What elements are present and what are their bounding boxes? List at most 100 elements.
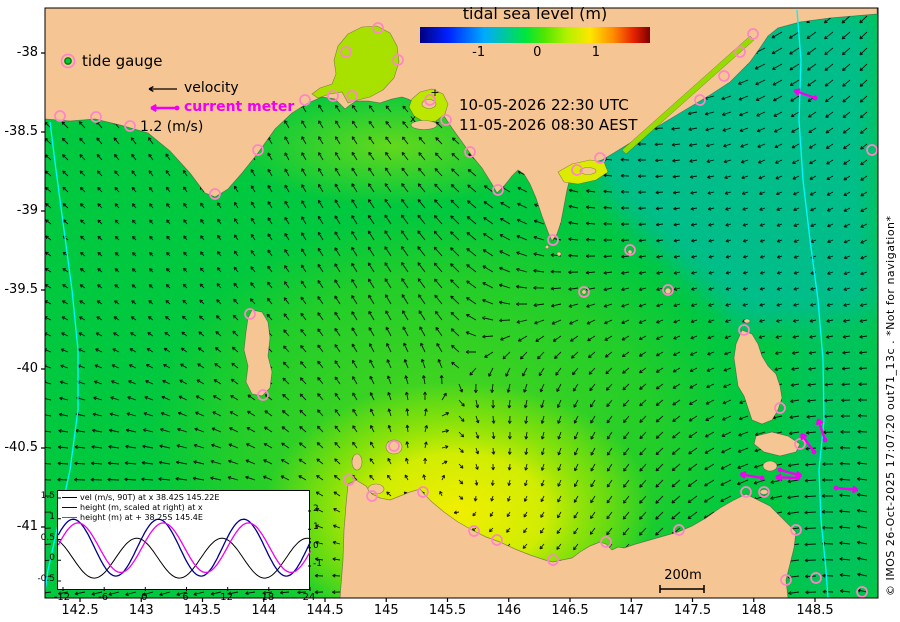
tide-gauge-marker: [758, 486, 770, 498]
tide-gauge-marker: [346, 90, 358, 102]
figure-title: tidal sea level (m): [462, 4, 608, 23]
small-island: [627, 249, 633, 255]
tide-gauge-marker: [738, 324, 750, 336]
legend-tide-gauge-label: tide gauge: [82, 52, 163, 70]
small-island: [351, 453, 363, 471]
credit-text: © IMOS 26-Oct-2025 17:07:20 out71_13c . …: [884, 215, 897, 596]
tide-gauge-marker: [54, 110, 66, 122]
tide-gauge-marker: [124, 120, 136, 132]
tide-gauge-marker: [600, 536, 612, 548]
tide-gauge-marker: [327, 90, 339, 102]
colorbar-gradient: [420, 27, 650, 43]
tide-gauge-marker: [244, 308, 256, 320]
scale-bar: [659, 585, 705, 593]
inset-chart-svg: [58, 497, 311, 591]
model-boundary-west: [45, 121, 79, 596]
axis-ticks: [41, 52, 816, 602]
tide-gauge-marker: [810, 572, 822, 584]
tide-gauge-marker: [464, 146, 476, 158]
tide-gauge-marker: [547, 554, 559, 566]
tide-gauge-marker: [209, 188, 221, 200]
current-meter-arrow-icon: [150, 104, 177, 112]
inset-series-height_x: [58, 518, 311, 577]
tide-gauge-marker: [417, 486, 429, 498]
inset-series-height_plus: [58, 522, 311, 574]
small-island: [743, 318, 751, 324]
tide-gauge-marker: [780, 574, 792, 586]
tide-gauge-marker: [694, 94, 706, 106]
map-frame: [44, 7, 879, 599]
tide-gauge-marker: [366, 490, 378, 502]
tide-gauge-marker: [747, 28, 759, 40]
tide-gauge-marker: [491, 534, 503, 546]
tide-gauge-marker: [257, 389, 269, 401]
inset-location-marker-x: x: [410, 114, 416, 125]
series-swatch-vel: [62, 497, 77, 498]
small-island: [759, 489, 769, 495]
tide-gauge-marker: [440, 114, 452, 126]
king-island: [243, 309, 273, 397]
model-boundary-east: [796, 9, 829, 598]
tide-gauge-marker: [492, 184, 504, 196]
tide-gauge-marker: [343, 474, 355, 486]
inset-legend-label: height (m, scaled at right) at x: [80, 503, 203, 512]
tide-gauge-marker: [299, 94, 311, 106]
tide-gauge-marker: [790, 524, 802, 536]
inset-legend-item: height (m) at + 38.25S 145.4E: [62, 513, 203, 523]
tide-gauge-icon: [60, 53, 76, 69]
inset-legend-label: height (m) at + 38.25S 145.4E: [80, 513, 203, 522]
tide-gauge-marker: [571, 164, 583, 176]
victoria-land: [45, 8, 878, 242]
series-swatch-height-x: [62, 507, 77, 508]
datetime-utc: 10-05-2026 22:30 UTC: [459, 96, 629, 114]
small-island: [556, 251, 562, 257]
tide-gauge-marker: [624, 244, 636, 256]
tide-gauge-marker: [718, 70, 730, 82]
small-island: [579, 167, 597, 175]
inset-series-vel: [58, 537, 311, 579]
flinders-island: [733, 329, 783, 425]
tide-gauge-marker: [594, 152, 606, 164]
small-island: [410, 120, 438, 130]
tide-gauge-marker: [673, 524, 685, 536]
tide-gauge-marker: [388, 440, 400, 452]
inset-legend-item: height (m, scaled at right) at x: [62, 503, 203, 513]
small-island: [664, 287, 672, 295]
inset-timeseries-panel: vel (m/s, 90T) at x 38.42S 145.22E heigh…: [57, 490, 311, 591]
inset-axis-ticks: [58, 497, 311, 591]
tide-gauge-marker: [424, 94, 436, 106]
tide-gauge-marker: [90, 111, 102, 123]
velocity-arrow-icon: [148, 86, 177, 92]
tide-gauge-marker: [774, 402, 786, 414]
small-island: [581, 289, 587, 295]
series-swatch-height-plus: [62, 517, 77, 518]
small-island: [544, 244, 550, 250]
tasmania-land: [339, 479, 797, 598]
current-meter-marker: [833, 485, 859, 494]
datetime-local: 11-05-2026 08:30 AEST: [459, 116, 638, 134]
tide-gauge-marker: [662, 284, 674, 296]
tide-gauge-marker: [794, 438, 806, 450]
inset-legend-label: vel (m/s, 90T) at x 38.42S 145.22E: [80, 493, 220, 502]
legend-velocity-scale-label: 1.2 (m/s): [140, 119, 204, 135]
cape-barren-island: [753, 431, 801, 457]
legend-current-meter-label: current meter: [184, 99, 295, 115]
tide-gauge-marker: [340, 46, 352, 58]
gippsland-lakes: [621, 35, 755, 155]
current-meter-marker: [800, 432, 817, 455]
tide-gauge-marker: [578, 286, 590, 298]
tide-gauge-marker: [392, 54, 404, 66]
tide-gauge-marker: [866, 144, 878, 156]
small-island: [762, 460, 778, 472]
tide-gauge-marker: [372, 22, 384, 34]
tide-gauge-marker: [468, 525, 480, 537]
current-meter-marker: [775, 473, 801, 482]
legend-icons: [60, 53, 180, 112]
inset-location-marker-plus: +: [430, 86, 439, 99]
tide-gauge-marker: [734, 46, 746, 58]
current-meter-marker: [815, 418, 828, 443]
tide-gauge-marker: [252, 144, 264, 156]
current-meter-marker: [739, 471, 765, 481]
port-phillip-bay: [311, 25, 400, 104]
